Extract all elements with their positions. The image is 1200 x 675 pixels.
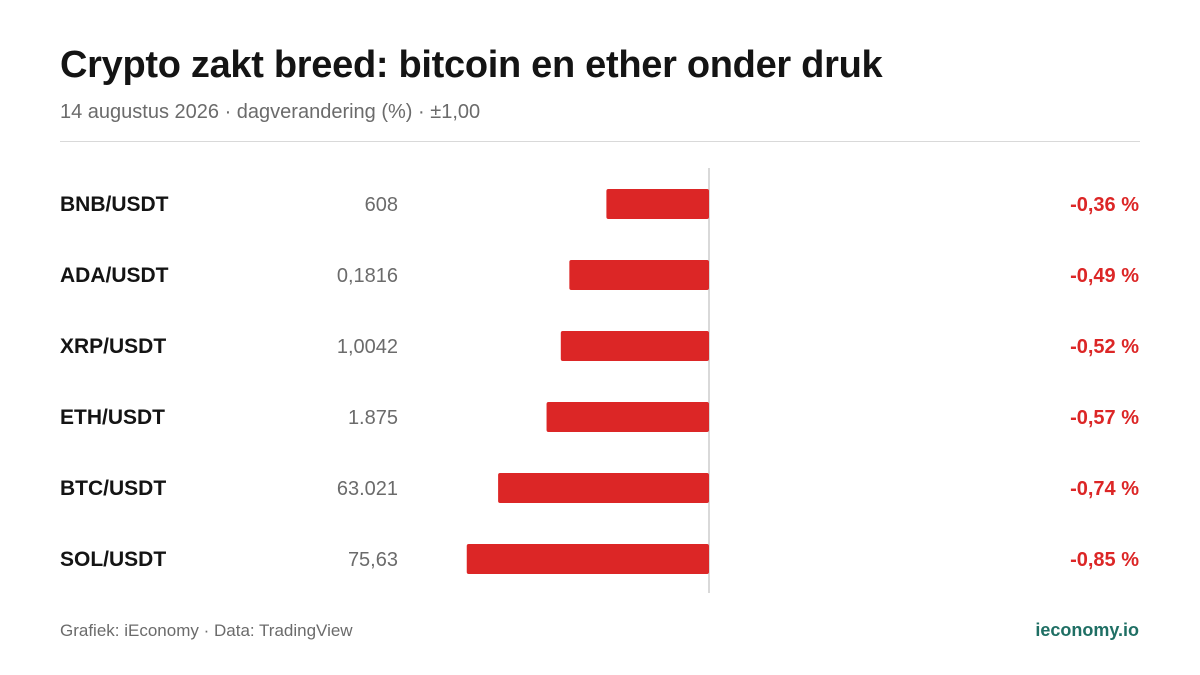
price-label: 63.021	[337, 478, 398, 500]
value-label: -0,49 %	[1070, 265, 1139, 287]
price-label: 1.875	[348, 407, 398, 429]
pair-label: XRP/USDT	[60, 335, 166, 358]
pair-label: BTC/USDT	[60, 477, 166, 500]
value-label: -0,57 %	[1070, 407, 1139, 429]
brand-link[interactable]: ieconomy.io	[1035, 620, 1139, 640]
bar	[466, 544, 709, 574]
pair-label: ADA/USDT	[60, 264, 169, 287]
pair-label: ETH/USDT	[60, 406, 165, 429]
chart-title: Crypto zakt breed: bitcoin en ether onde…	[60, 44, 883, 86]
source-note: Grafiek: iEconomy · Data: TradingView	[60, 621, 353, 640]
header-divider	[60, 141, 1140, 142]
price-label: 75,63	[348, 549, 398, 571]
bar	[569, 260, 709, 290]
value-label: -0,52 %	[1070, 336, 1139, 358]
bar	[546, 402, 709, 432]
value-label: -0,36 %	[1070, 194, 1139, 216]
price-label: 0,1816	[337, 265, 398, 287]
pair-label: BNB/USDT	[60, 193, 169, 216]
bar	[498, 473, 709, 503]
pair-label: SOL/USDT	[60, 548, 166, 571]
bar	[606, 189, 709, 219]
bar-chart: BNB/USDT 608 -0,36 % ADA/USDT 0,1816 -0,49 % X…	[60, 168, 1139, 593]
value-label: -0,85 %	[1070, 549, 1139, 571]
price-label: 608	[365, 194, 398, 216]
chart-subtitle: 14 augustus 2026 · dagverandering (%) · …	[60, 101, 481, 123]
bar	[560, 331, 709, 361]
price-label: 1,0042	[337, 336, 398, 358]
value-label: -0,74 %	[1070, 478, 1139, 500]
